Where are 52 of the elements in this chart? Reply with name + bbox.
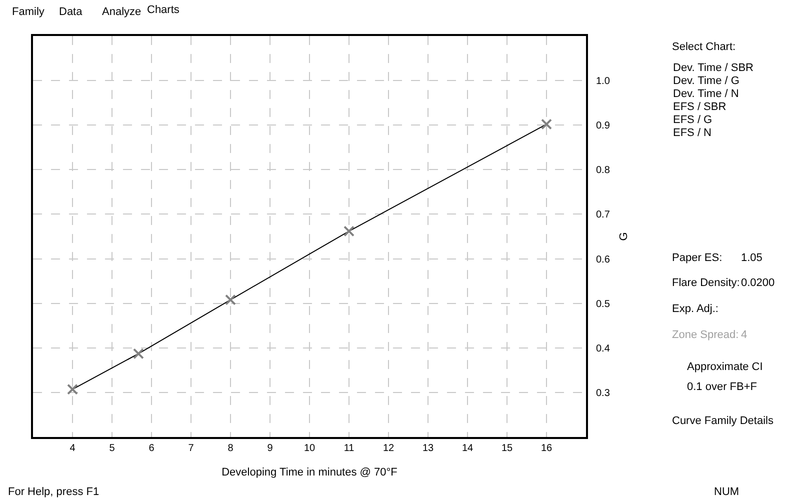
y-tick-label: 0.6 bbox=[596, 254, 610, 266]
text: EFS / SBR bbox=[673, 101, 726, 113]
y-tick-label: 0.5 bbox=[596, 298, 610, 310]
text: Exp. Adj.: bbox=[672, 303, 718, 315]
text: For Help, press F1 bbox=[8, 486, 100, 498]
y-tick-label: 1.0 bbox=[596, 76, 610, 88]
x-tick-label: 10 bbox=[304, 443, 316, 454]
x-tick-label: 5 bbox=[109, 443, 116, 454]
x-tick-label: 14 bbox=[462, 443, 474, 454]
text: Dev. Time / G bbox=[673, 75, 740, 87]
text: Family bbox=[12, 6, 45, 18]
text: Analyze bbox=[102, 6, 142, 18]
text: 4 bbox=[741, 329, 748, 341]
y-tick-label: 0.4 bbox=[596, 343, 610, 354]
x-tick-label: 6 bbox=[148, 443, 155, 454]
x-tick-label: 13 bbox=[422, 443, 434, 454]
y-tick-label: 0.7 bbox=[596, 210, 610, 221]
text: Dev. Time / N bbox=[673, 88, 739, 100]
x-tick-label: 7 bbox=[188, 443, 194, 454]
text: Charts bbox=[147, 4, 180, 16]
point bbox=[225, 294, 236, 306]
text: Paper ES: bbox=[672, 252, 722, 264]
text: Select Chart: bbox=[672, 41, 736, 53]
text: Flare Density: bbox=[672, 277, 740, 289]
point bbox=[132, 348, 144, 360]
x-tick-label: 16 bbox=[540, 443, 552, 454]
x-tick-label: 11 bbox=[344, 443, 355, 454]
y-tick-label: 0.3 bbox=[596, 388, 610, 399]
text: Zone Spread: bbox=[672, 329, 739, 341]
y-tick-label: 0.8 bbox=[596, 165, 610, 176]
point bbox=[344, 226, 354, 237]
x-tick-label: 4 bbox=[70, 443, 76, 454]
text: EFS / N bbox=[673, 127, 712, 139]
x-tick-label: 8 bbox=[228, 443, 234, 454]
x-axis-title: Developing Time in minutes @ 70°F bbox=[222, 466, 398, 479]
text: NUM bbox=[714, 486, 740, 498]
y-axis-title: G bbox=[618, 232, 630, 241]
text: 0.0200 bbox=[741, 277, 775, 289]
y-tick-label: 0.9 bbox=[596, 120, 610, 132]
point bbox=[67, 384, 78, 395]
text: EFS / G bbox=[673, 114, 712, 126]
line-series bbox=[72, 124, 547, 390]
x-tick-label: 15 bbox=[501, 443, 513, 454]
x-tick-label: 12 bbox=[382, 443, 394, 454]
text: Approximate CI bbox=[687, 361, 763, 373]
text: 0.1 over FB+F bbox=[687, 381, 758, 393]
text: 1.05 bbox=[741, 252, 762, 264]
text: Data bbox=[59, 6, 84, 18]
text: Dev. Time / SBR bbox=[673, 62, 754, 74]
x-tick-label: 9 bbox=[267, 443, 274, 454]
point bbox=[541, 118, 552, 130]
text: Curve Family Details bbox=[672, 415, 774, 427]
